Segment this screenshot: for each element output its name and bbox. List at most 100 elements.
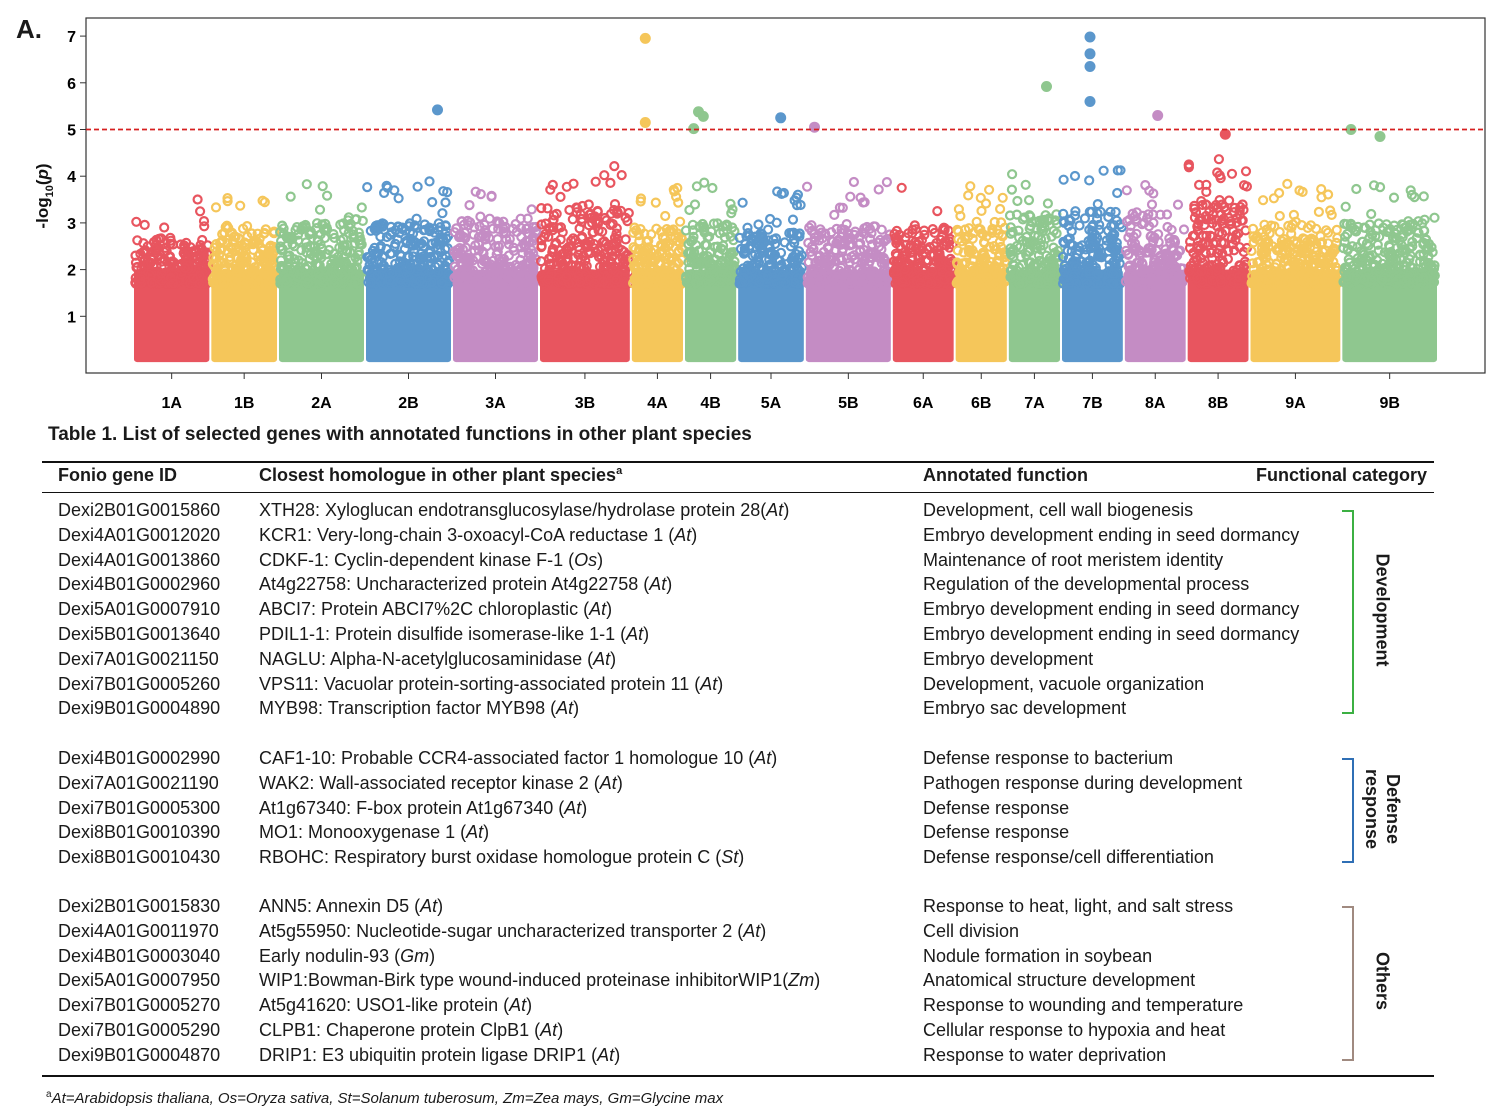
- top-hit-5A: [775, 112, 787, 124]
- homologue-text: XTH28: Xyloglucan endotransglucosylase/h…: [259, 500, 767, 520]
- snp-point: [259, 272, 270, 283]
- homologue-text: CAF1-10: Probable CCR4-associated factor…: [259, 748, 755, 768]
- snp-point: [1020, 179, 1031, 190]
- gene-id: Dexi4A01G0013860: [58, 549, 221, 570]
- table-row: Dexi5A01G0007910 ABCI7: Protein ABCI7%2C …: [0, 597, 1500, 622]
- snp-point: [1316, 184, 1327, 195]
- homologue-close: ): [437, 896, 444, 916]
- snp-point: [1098, 165, 1109, 176]
- snp-point: [894, 258, 906, 269]
- x-tick-label: 1B: [234, 395, 254, 412]
- chrom-5B-points: [801, 176, 895, 363]
- snp-point: [587, 227, 598, 238]
- snp-point: [643, 249, 654, 260]
- annotated-function: Cellular response to hypoxia and heat: [923, 1020, 1226, 1040]
- snp-point: [589, 211, 600, 222]
- snp-point: [952, 224, 963, 235]
- snp-point: [424, 176, 435, 187]
- snp-point: [650, 197, 661, 208]
- snp-point: [1106, 221, 1117, 232]
- snp-point: [637, 268, 648, 279]
- chrom-4A-bulk: [631, 269, 683, 363]
- snp-point: [901, 249, 912, 260]
- snp-point: [278, 228, 289, 239]
- x-axis: 1A 1B 2A 2B 3A 3B 4A 4B 5A 5B 6A 6B 7A 7B 8A 8B 9A 9B: [161, 373, 1400, 412]
- snp-point: [1351, 183, 1362, 195]
- y-tick-label: 4: [67, 169, 76, 186]
- snp-point: [866, 248, 878, 259]
- snp-point: [681, 273, 692, 284]
- snp-point: [1110, 206, 1121, 218]
- snp-point: [1042, 198, 1054, 209]
- snp-point: [1158, 274, 1170, 285]
- snp-point: [304, 229, 315, 240]
- species-abbrev: At: [743, 920, 761, 941]
- species-abbrev: St: [721, 847, 739, 868]
- snp-point: [628, 260, 640, 271]
- snp-point: [484, 278, 495, 289]
- snp-point: [284, 254, 295, 265]
- snp-point: [787, 228, 798, 239]
- species-abbrev: At: [420, 896, 438, 916]
- annotated-function: Embryo development ending in seed dorman…: [923, 624, 1300, 644]
- snp-point: [850, 226, 861, 237]
- snp-point: [556, 249, 567, 260]
- category-label-line: Defense: [1383, 773, 1403, 844]
- snp-point: [1313, 206, 1325, 217]
- snp-point: [1036, 277, 1047, 289]
- x-tick-label: 5A: [761, 395, 782, 412]
- y-tick-label: 7: [67, 29, 76, 46]
- snp-point: [577, 200, 588, 212]
- header-function: Annotated function: [923, 465, 1088, 485]
- snp-point: [775, 247, 787, 258]
- snp-point: [1178, 224, 1190, 235]
- snp-point: [260, 266, 271, 277]
- chrom-2B-bulk: [366, 269, 451, 363]
- snp-point: [628, 254, 639, 265]
- x-tick-label: 5B: [838, 395, 858, 412]
- gene-id: Dexi8B01G0010390: [58, 822, 221, 843]
- chrom-4B-bulk: [685, 269, 737, 363]
- snp-point: [768, 234, 779, 245]
- snp-point: [192, 194, 203, 205]
- snp-point: [833, 276, 844, 287]
- species-abbrev: At: [593, 648, 611, 669]
- snp-point: [845, 191, 856, 202]
- snp-point: [199, 221, 210, 232]
- snp-point: [655, 272, 666, 283]
- snp-point: [504, 233, 515, 245]
- snp-point: [932, 206, 943, 217]
- snp-point: [1257, 195, 1269, 206]
- snp-point: [1274, 226, 1285, 238]
- chrom-3A-bulk: [453, 269, 538, 363]
- snp-point: [968, 254, 980, 266]
- snp-point: [693, 245, 704, 256]
- homologue-close: ): [783, 500, 790, 520]
- table-row: Dexi7A01G0021150 NAGLU: Alpha-N-acetylglu…: [0, 647, 1500, 672]
- snp-point: [385, 221, 397, 232]
- snp-point: [257, 245, 268, 256]
- snp-point: [1005, 265, 1017, 276]
- snp-point: [600, 260, 611, 271]
- gene-id: Dexi4B01G0003040: [58, 945, 221, 966]
- snp-point: [813, 230, 824, 241]
- table-footnote: aAt=Arabidopsis thaliana, Os=Oryza sativ…: [46, 1089, 723, 1107]
- table-row: Dexi7B01G0005270 At5g41620: USO1-like pro…: [0, 993, 1500, 1018]
- snp-point: [1064, 277, 1075, 288]
- snp-point: [729, 226, 740, 237]
- homologue-close: ): [616, 772, 623, 793]
- snp-point: [1058, 208, 1069, 219]
- snp-point: [1015, 251, 1026, 263]
- snp-point: [967, 245, 978, 256]
- snp-point: [803, 278, 814, 289]
- y-tick-label: 1: [67, 309, 76, 326]
- snp-point: [703, 231, 715, 242]
- snp-point: [567, 260, 578, 271]
- snp-point: [1174, 278, 1185, 289]
- annotated-function: Response to wounding and temperature: [923, 995, 1244, 1016]
- snp-point: [1034, 215, 1045, 226]
- snp-point: [317, 181, 328, 192]
- snp-point: [691, 259, 702, 270]
- homologue-close: ): [614, 1044, 621, 1065]
- gene-id: Dexi2B01G0015860: [58, 500, 221, 520]
